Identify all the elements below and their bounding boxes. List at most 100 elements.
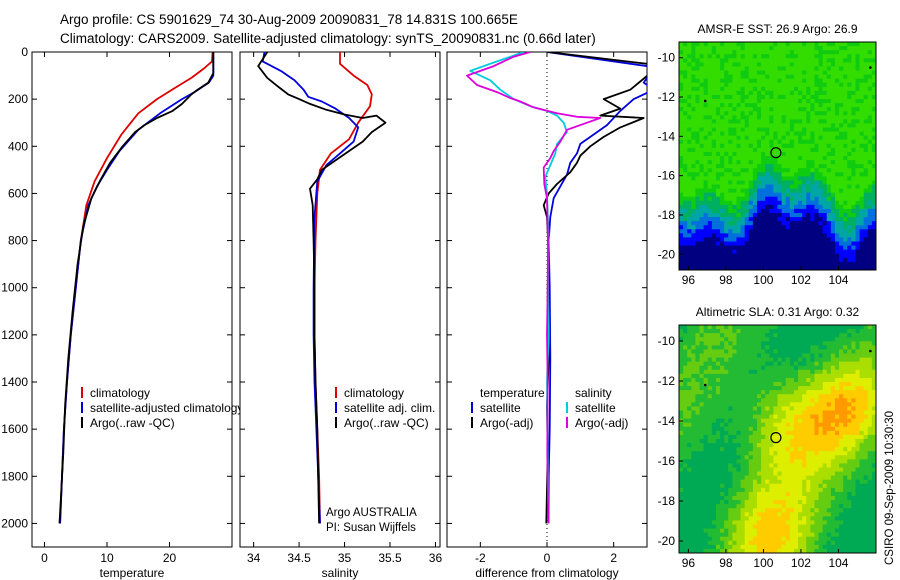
map-cell	[756, 54, 762, 59]
map-cell	[761, 237, 766, 242]
map-cell	[728, 265, 733, 271]
map-cell	[744, 430, 750, 436]
map-cell	[814, 410, 819, 415]
map-cell	[859, 257, 865, 263]
map-cell	[703, 261, 709, 267]
map-cell	[851, 229, 856, 234]
map-cell	[806, 349, 811, 354]
map-cell	[822, 471, 828, 477]
map-cell	[707, 233, 713, 238]
map-cell	[707, 455, 713, 460]
map-cell	[761, 483, 766, 489]
map-cell	[756, 253, 762, 259]
map-cell	[765, 443, 770, 448]
map-cell	[748, 345, 754, 350]
map-cell	[695, 164, 700, 169]
map-cell	[843, 139, 848, 145]
map-cell	[748, 204, 754, 210]
map-cell	[748, 147, 754, 153]
map-cell	[810, 402, 815, 407]
map-cell	[855, 418, 860, 424]
map-cell	[855, 491, 860, 497]
map-cell	[859, 143, 865, 149]
map-cell	[781, 50, 787, 55]
map-cell	[814, 443, 819, 448]
map-cell	[789, 99, 795, 104]
map-cell	[802, 99, 807, 104]
map-cell	[748, 353, 754, 358]
map-cell	[711, 475, 717, 481]
map-cell	[687, 188, 692, 194]
map-cell	[863, 221, 869, 226]
map-cell	[830, 434, 836, 440]
map-cell	[752, 192, 758, 198]
map-cell	[781, 467, 787, 472]
map-cell	[724, 325, 729, 330]
map-cell	[695, 94, 700, 100]
map-cell	[748, 455, 754, 460]
map-cell	[822, 483, 828, 489]
map-cell	[867, 422, 873, 428]
map-cell	[806, 382, 811, 387]
map-cell	[761, 496, 766, 501]
map-cell	[740, 78, 746, 84]
map-cell	[691, 70, 696, 75]
map-cell	[724, 103, 729, 108]
map-cell	[851, 66, 856, 71]
map-cell	[798, 119, 803, 124]
map-cell	[703, 115, 709, 120]
map-cell	[867, 160, 873, 165]
map-cell	[736, 386, 741, 391]
map-cell	[798, 143, 803, 149]
map-cell	[724, 257, 729, 263]
map-cell	[777, 127, 782, 132]
map-cell	[683, 414, 688, 420]
map-cell	[785, 325, 791, 330]
map-cell	[765, 160, 770, 165]
map-cell	[777, 196, 782, 202]
map-cell	[687, 471, 692, 477]
map-cell	[761, 151, 766, 157]
map-cell	[773, 365, 778, 371]
map-cell	[752, 46, 758, 51]
map-cell	[756, 103, 762, 108]
map-cell	[736, 329, 741, 334]
map-cell	[822, 349, 828, 354]
map-cell	[830, 50, 836, 55]
map-cell	[736, 491, 741, 497]
map-cell	[744, 123, 750, 128]
map-cell	[867, 164, 873, 169]
map-cell	[724, 115, 729, 120]
map-cell	[773, 361, 778, 367]
map-cell	[814, 390, 819, 395]
map-cell	[818, 329, 824, 334]
map-cell	[834, 475, 840, 481]
map-cell	[752, 241, 758, 246]
map-cell	[752, 471, 758, 477]
map-cell	[810, 184, 815, 189]
map-cell	[703, 459, 709, 464]
map-cell	[699, 361, 705, 367]
map-cell	[798, 151, 803, 157]
map-cell	[740, 467, 746, 472]
map-cell	[830, 176, 836, 181]
map-cell	[785, 455, 791, 460]
map-cell	[765, 119, 770, 124]
map-cell	[859, 233, 865, 238]
map-cell	[839, 361, 844, 367]
map-cell	[711, 398, 717, 403]
map-cell	[863, 426, 869, 432]
map-cell	[765, 341, 770, 346]
map-cell	[781, 78, 787, 84]
map-cell	[871, 390, 877, 395]
map-cell	[834, 42, 840, 47]
map-cell	[683, 496, 688, 501]
map-cell	[871, 333, 877, 338]
map-cell	[785, 345, 791, 350]
map-cell	[867, 184, 873, 189]
map-cell	[785, 487, 791, 493]
map-cell	[818, 394, 824, 399]
map-cell	[781, 386, 787, 391]
map-cell	[707, 151, 713, 157]
map-cell	[679, 54, 684, 59]
